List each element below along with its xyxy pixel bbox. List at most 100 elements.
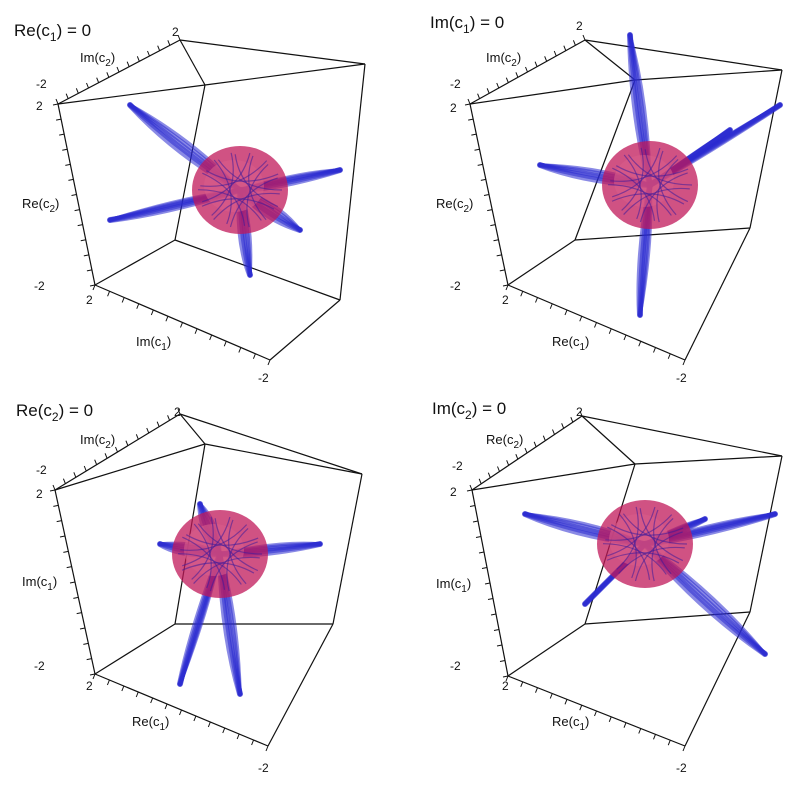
tick-mark [125,440,129,446]
surface-streak [213,192,280,220]
tick-mark [73,472,77,478]
surface-shape [537,32,783,318]
surface-streak [621,147,644,211]
tick-bottom-left: 2 [86,679,93,693]
axis-label-left: Re(c2) [22,196,59,215]
tick-mark [487,209,493,212]
tick-left-top: 2 [36,487,43,501]
surface-streak [201,198,275,210]
surface-streak [615,165,689,177]
tick-mark [474,148,480,151]
tick-mark [483,194,490,196]
surface-streak [658,150,677,216]
tick-mark [480,178,486,181]
tick-mark [493,629,500,631]
panel-re-c1-zero: Re(c1) = 0 Im(c2) Re(c2) Im(c1) 2 -2 2 -… [0,0,400,394]
tick-mark [594,322,597,328]
tick-mark [194,328,198,334]
cube-edge [179,413,363,475]
cube-edge [179,39,206,86]
tick-mark [608,328,612,334]
tick-mark [177,34,181,41]
tick-mark [136,303,140,309]
tick-mark [515,72,519,78]
tick-mark [497,466,500,472]
tick-mark [83,254,89,257]
tick-top-right: 2 [174,405,181,419]
panel-re-c2-zero: Re(c2) = 0 Im(c2) Im(c1) Re(c1) 2 -2 2 -… [0,394,400,788]
cube-edge [174,84,206,241]
tick-mark [267,359,271,366]
tick-mark [505,284,509,291]
tick-mark [115,446,118,453]
cube-box [52,34,366,366]
tick-mark [49,489,56,492]
tick-mark [135,434,139,440]
cube-edge [634,455,783,465]
tick-mark [107,291,111,297]
tick-mark [549,693,553,699]
cube-edge [179,39,366,65]
tick-mark [86,658,92,661]
tick-mark [623,334,627,341]
tick-mark [549,303,553,309]
cube-edge [339,63,366,301]
tick-bottom-right: -2 [676,371,687,385]
tick-mark [164,703,168,710]
cube-edge [204,63,366,86]
tick-mark [106,679,110,686]
surface-streak [246,163,269,228]
surface-streak [185,534,259,546]
tick-mark [579,704,583,711]
surface-streak [200,160,268,187]
surface-streak [651,517,674,582]
tick-left-top: 2 [450,485,457,499]
tick-mark [89,284,96,287]
surface-streak [627,154,693,186]
surface-streak [197,189,262,221]
tick-mark [126,61,130,67]
tick-mark [157,45,161,51]
tick-mark [222,727,226,734]
surface-streak [610,524,684,536]
tick-mark [478,478,482,485]
tick-mark [533,441,537,448]
tick-mark [471,133,477,136]
tick-bottom-right: -2 [258,761,269,775]
tick-top-right: 2 [576,19,583,33]
tick-mark [477,163,483,166]
surface-streak [606,552,680,564]
tick-mark [464,103,471,106]
tick-mark [116,66,120,73]
tick-mark [86,82,89,89]
surface-streak [623,187,690,215]
cube-edge [269,299,341,361]
panel-svg: Re(c2) = 0 Im(c2) Im(c1) Re(c1) 2 -2 2 -… [16,401,363,775]
tick-mark [579,410,583,417]
surface-streak [197,523,263,555]
tick-mark [55,98,59,105]
tick-mark [502,675,509,678]
cube-edge [684,227,751,361]
tick-mark [544,56,548,62]
surface-streak [193,556,260,584]
cube-edge [581,415,783,457]
tick-mark [59,133,65,136]
tick-top-right: 2 [172,25,179,39]
tick-mark [209,334,213,341]
cube-edge [469,79,636,105]
tick-mark [484,582,491,585]
axis-label-left: Re(c2) [436,196,473,215]
tick-mark [193,715,197,722]
tick-mark [638,728,642,734]
tick-left-bottom: -2 [34,659,45,673]
tick-mark [146,427,150,434]
tick-mark [499,269,505,272]
surface-streak [612,167,656,221]
tick-mark [165,316,169,322]
surface-streak [229,177,278,228]
tick-mark [179,709,182,716]
panel-svg: Im(c1) = 0 Im(c2) Re(c2) Re(c1) 2 -2 2 -… [430,13,783,385]
tick-mark [487,472,491,478]
surface-streak [656,158,679,223]
